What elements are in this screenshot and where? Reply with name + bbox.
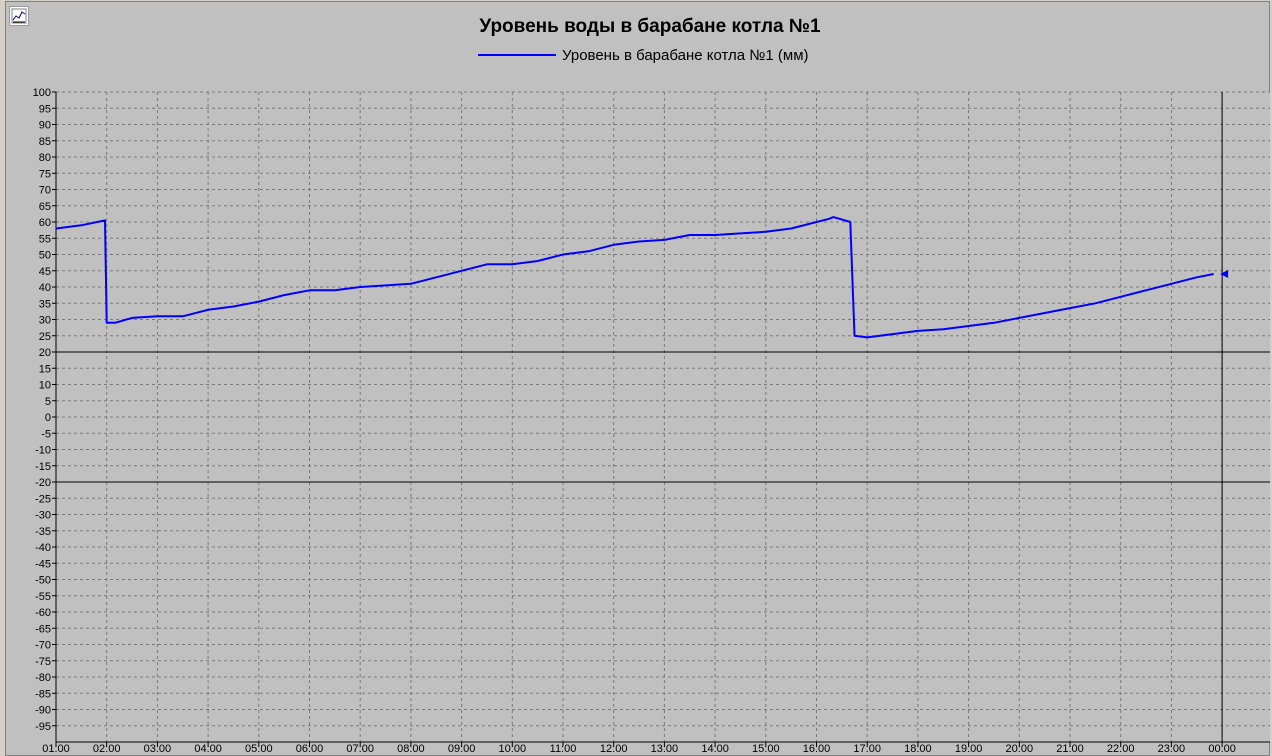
y-tick-label: 40 xyxy=(39,282,51,294)
y-tick-label: -50 xyxy=(35,575,51,587)
y-tick-label: 75 xyxy=(39,168,51,180)
x-tick-label: 09:00 xyxy=(448,743,476,755)
y-tick-label: -35 xyxy=(35,526,51,538)
y-tick-label: -65 xyxy=(35,623,51,635)
y-tick-label: 50 xyxy=(39,250,51,262)
series-line xyxy=(55,216,1214,339)
y-tick-label: -80 xyxy=(35,672,51,684)
y-tick-label: 45 xyxy=(39,266,51,278)
x-tick-label: 23:00 xyxy=(1158,743,1186,755)
y-tick-label: -45 xyxy=(35,558,51,570)
y-tick-label: 85 xyxy=(39,136,51,148)
y-tick-label: -30 xyxy=(35,510,51,522)
legend: Уровень в барабане котла №1 (мм) xyxy=(478,45,809,65)
y-tick-label: -5 xyxy=(41,428,51,440)
chart-properties-icon[interactable] xyxy=(9,6,29,26)
x-tick-label: 02:00 xyxy=(93,743,121,755)
x-tick-label: 20:00 xyxy=(1006,743,1034,755)
x-tick-label: 07:00 xyxy=(346,743,374,755)
x-tick-label: 22:00 xyxy=(1107,743,1135,755)
y-tick-label: 60 xyxy=(39,217,51,229)
x-tick-label: 12:00 xyxy=(600,743,628,755)
x-tick-label: 14:00 xyxy=(701,743,729,755)
legend-series-label: Уровень в барабане котла №1 (мм) xyxy=(562,46,809,64)
y-tick-label: 95 xyxy=(39,103,51,115)
legend-series-swatch xyxy=(478,54,556,56)
y-tick-label: -40 xyxy=(35,542,51,554)
y-tick-label: 15 xyxy=(39,363,51,375)
y-tick-label: 55 xyxy=(39,233,51,245)
y-tick-label: -95 xyxy=(35,721,51,733)
y-tick-label: 65 xyxy=(39,201,51,213)
y-tick-label: -25 xyxy=(35,493,51,505)
y-tick-label: -15 xyxy=(35,461,51,473)
y-tick-label: 90 xyxy=(39,120,51,132)
y-tick-label: 20 xyxy=(39,347,51,359)
x-tick-label: 04:00 xyxy=(194,743,222,755)
y-tick-label: 0 xyxy=(45,412,51,424)
y-tick-label: 100 xyxy=(33,87,51,99)
y-tick-label: -55 xyxy=(35,591,51,603)
x-tick-label: 19:00 xyxy=(955,743,983,755)
x-tick-label: 03:00 xyxy=(144,743,172,755)
x-tick-label: 05:00 xyxy=(245,743,273,755)
x-tick-label: 15:00 xyxy=(752,743,780,755)
cursor-marker xyxy=(1220,270,1229,278)
x-tick-label: 01:00 xyxy=(42,743,70,755)
y-tick-label: -60 xyxy=(35,607,51,619)
chart-glyph xyxy=(11,8,27,24)
y-tick-label: 10 xyxy=(39,380,51,392)
y-tick-label: 35 xyxy=(39,298,51,310)
x-tick-label: 11:00 xyxy=(550,743,577,755)
y-tick-label: -10 xyxy=(35,445,51,457)
x-tick-label: 06:00 xyxy=(296,743,324,755)
y-tick-label: -70 xyxy=(35,640,51,652)
x-tick-label: 18:00 xyxy=(904,743,932,755)
y-tick-label: 30 xyxy=(39,315,51,327)
x-tick-label: 08:00 xyxy=(397,743,425,755)
chart-title: Уровень воды в барабане котла №1 xyxy=(479,16,821,37)
x-tick-label: 00:00 xyxy=(1208,743,1236,755)
y-tick-label: 25 xyxy=(39,331,51,343)
x-tick-label: 13:00 xyxy=(651,743,679,755)
x-tick-label: 21:00 xyxy=(1056,743,1084,755)
y-tick-label: -20 xyxy=(35,477,51,489)
y-tick-label: -75 xyxy=(35,656,51,668)
y-tick-label: -90 xyxy=(35,705,51,717)
x-tick-label: 16:00 xyxy=(803,743,831,755)
x-tick-label: 17:00 xyxy=(853,743,881,755)
y-tick-label: -85 xyxy=(35,688,51,700)
y-tick-label: 5 xyxy=(45,396,51,408)
y-tick-label: 80 xyxy=(39,152,51,164)
x-tick-label: 10:00 xyxy=(499,743,527,755)
y-tick-label: 70 xyxy=(39,185,51,197)
